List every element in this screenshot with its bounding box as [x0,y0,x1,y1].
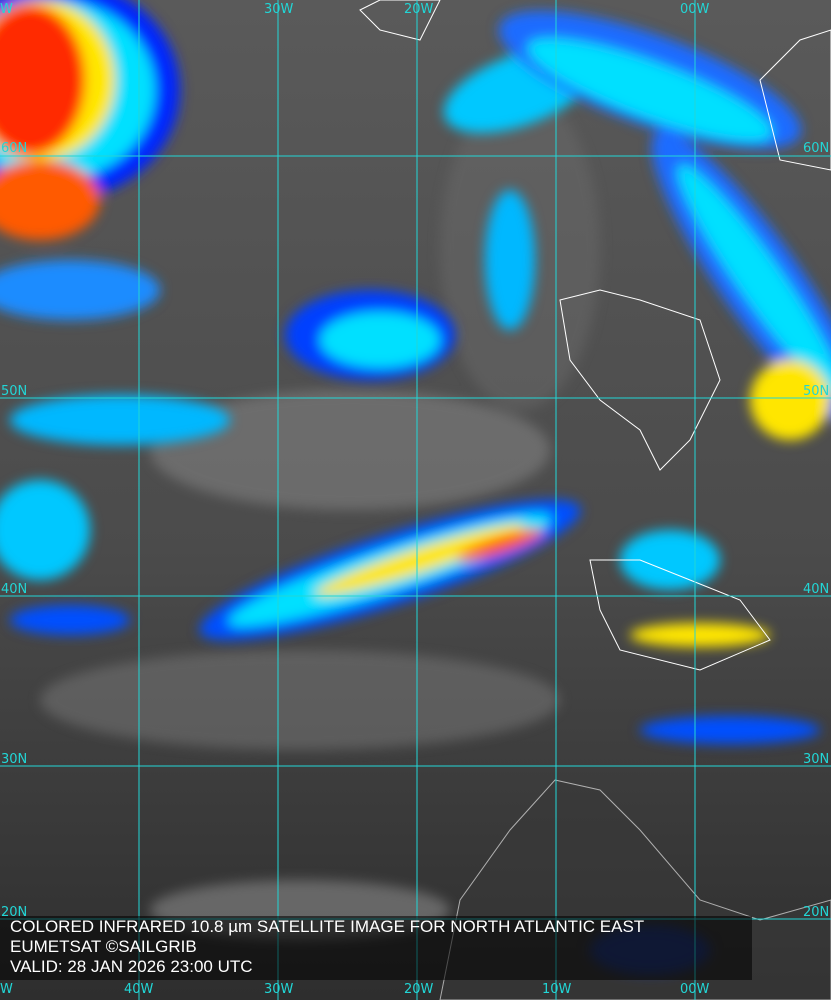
bottom-label: 30W [264,982,294,997]
caption-box: COLORED INFRARED 10.8 µm SATELLITE IMAGE… [0,916,752,980]
bottom-label: 00W [680,982,710,997]
cloud-systems [0,0,831,975]
left-label: 40N [1,582,28,597]
top-label: 30W [264,2,294,17]
right-label: 50N [803,384,830,399]
caption-valid-time: VALID: 28 JAN 2026 23:00 UTC [10,957,253,976]
caption-credit: EUMETSAT ©SAILGRIB [10,937,197,956]
bottom-label: 20W [404,982,434,997]
bottom-label: 10W [542,982,572,997]
top-label: 20W [404,2,434,17]
top-label: W [0,2,13,17]
left-label: 30N [1,752,28,767]
right-label: 30N [803,752,830,767]
left-label: 60N [1,141,28,156]
top-label: 00W [680,2,710,17]
left-label: 50N [1,384,28,399]
right-label: 40N [803,582,830,597]
right-label: 60N [803,141,830,156]
caption-title: COLORED INFRARED 10.8 µm SATELLITE IMAGE… [10,917,645,936]
bottom-label: 40W [124,982,154,997]
bottom-label: W [0,982,13,997]
right-label: 20N [803,905,830,920]
grey-clouds [40,90,600,940]
